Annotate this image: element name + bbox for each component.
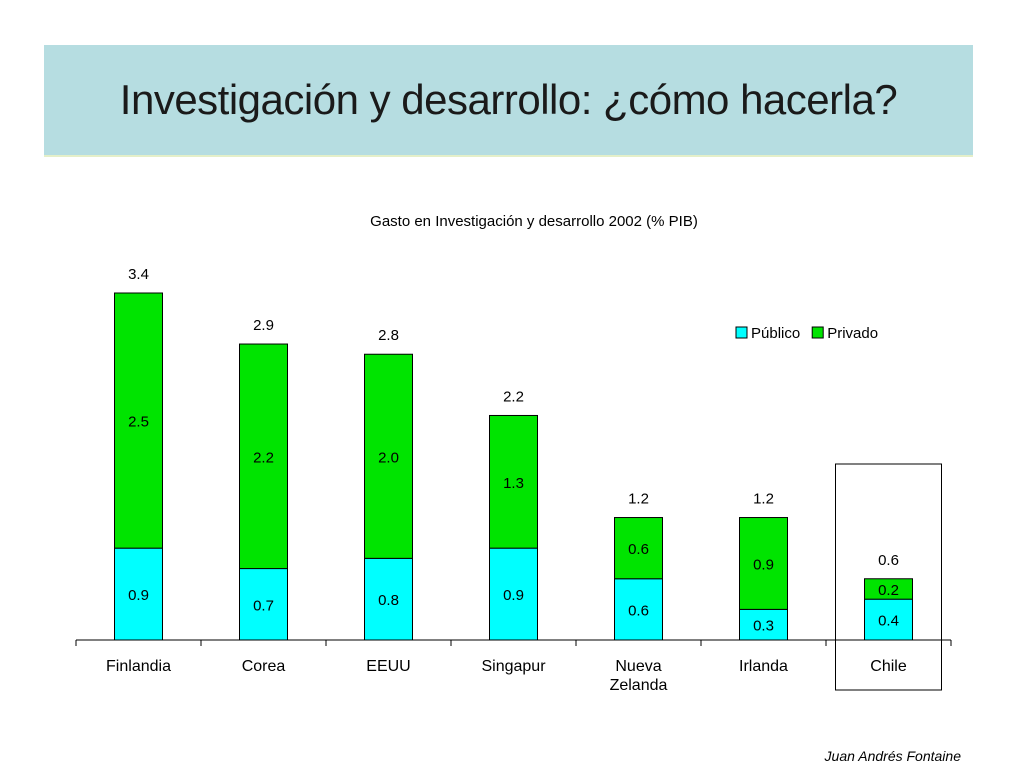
category-label: Chile	[870, 658, 907, 675]
bar-privado	[114, 292, 163, 549]
title-band: Investigación y desarrollo: ¿cómo hacerl…	[44, 45, 973, 157]
data-label: 0.7	[253, 597, 274, 614]
data-label: 1.3	[503, 475, 524, 492]
data-label: 0.8	[378, 592, 399, 609]
data-label: 0.9	[503, 587, 524, 604]
category-label: Finlandia	[106, 658, 171, 675]
legend-label: Privado	[827, 325, 878, 342]
data-label: 0.3	[753, 618, 774, 635]
chart-title: Gasto en Investigación y desarrollo 2002…	[370, 213, 698, 230]
legend-swatch-publico	[735, 326, 748, 339]
total-label: 0.6	[878, 552, 899, 569]
data-label: 2.2	[253, 449, 274, 466]
bar-publico	[864, 598, 913, 641]
data-label: 2.5	[128, 414, 149, 431]
bar-privado	[614, 517, 663, 580]
legend-swatch-privado	[811, 326, 824, 339]
category-label: EEUU	[366, 658, 410, 675]
total-label: 1.2	[753, 491, 774, 508]
total-label: 2.8	[378, 327, 399, 344]
data-label: 0.6	[628, 541, 649, 558]
legend-label: Público	[751, 325, 800, 342]
total-label: 1.2	[628, 491, 649, 508]
footer-author: Juan Andrés Fontaine	[824, 748, 961, 764]
bar-publico	[239, 568, 288, 641]
bar-privado	[739, 517, 788, 610]
bar-privado	[364, 353, 413, 559]
bar-privado	[489, 414, 538, 549]
slide-title: Investigación y desarrollo: ¿cómo hacerl…	[119, 76, 898, 123]
category-label: Singapur	[481, 658, 546, 675]
bar-publico	[364, 557, 413, 641]
highlight-box	[835, 463, 942, 691]
total-label: 2.2	[503, 388, 524, 405]
data-label: 2.0	[378, 449, 399, 466]
category-label: Nueva	[615, 658, 661, 675]
total-label: 3.4	[128, 266, 149, 283]
data-label: 0.4	[878, 613, 899, 630]
bar-privado	[239, 343, 288, 570]
data-label: 0.9	[753, 556, 774, 573]
category-label: Zelanda	[610, 677, 668, 694]
data-label: 0.9	[128, 587, 149, 604]
data-label: 0.2	[878, 582, 899, 599]
data-label: 0.6	[628, 602, 649, 619]
category-label: Corea	[242, 658, 286, 675]
bar-privado	[864, 578, 913, 600]
total-label: 2.9	[253, 317, 274, 334]
category-label: Irlanda	[739, 658, 788, 675]
